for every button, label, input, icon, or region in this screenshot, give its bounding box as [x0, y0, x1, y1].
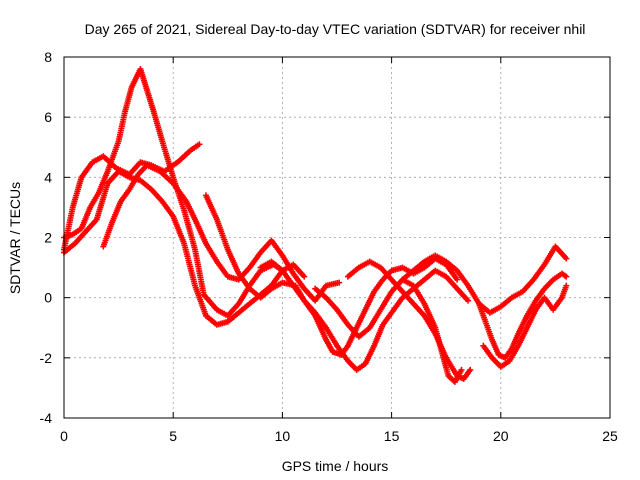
y-axis-label: SDTVAR / TECUs — [7, 182, 23, 294]
y-tick-label: 6 — [44, 109, 52, 125]
data-point — [563, 273, 570, 280]
series-track-i — [399, 243, 570, 316]
data-point — [563, 282, 570, 289]
data-point — [467, 366, 474, 373]
grid-lines — [64, 57, 610, 418]
series-track-g — [312, 276, 465, 385]
data-point — [563, 255, 570, 262]
series-track-b — [61, 168, 308, 328]
series-track-k — [480, 282, 570, 370]
x-tick-label: 5 — [169, 428, 177, 444]
data-point — [196, 141, 203, 148]
data-point — [458, 366, 465, 373]
data-marks — [61, 66, 570, 385]
x-axis-label: GPS time / hours — [282, 458, 389, 474]
axis-ticks: 0 5 10 15 20 25 -4 -2 0 2 4 6 8 — [40, 49, 618, 444]
series-track-f — [257, 255, 461, 358]
data-point — [301, 273, 308, 280]
x-tick-label: 10 — [275, 428, 291, 444]
y-tick-label: 4 — [44, 169, 52, 185]
data-point — [454, 276, 461, 283]
x-tick-label: 15 — [384, 428, 400, 444]
y-tick-label: -2 — [40, 350, 53, 366]
plot-frame — [63, 56, 611, 419]
x-tick-label: 20 — [493, 428, 509, 444]
data-point — [465, 297, 472, 304]
y-tick-label: -4 — [40, 410, 53, 426]
series-track-h — [344, 258, 474, 382]
y-tick-label: 2 — [44, 230, 52, 246]
chart-title: Day 265 of 2021, Sidereal Day-to-day VTE… — [85, 21, 586, 37]
y-tick-label: 0 — [44, 290, 52, 306]
x-tick-label: 0 — [60, 428, 68, 444]
x-tick-label: 25 — [602, 428, 618, 444]
y-tick-label: 8 — [44, 49, 52, 65]
data-point — [336, 279, 343, 286]
series-track-j — [475, 270, 570, 361]
